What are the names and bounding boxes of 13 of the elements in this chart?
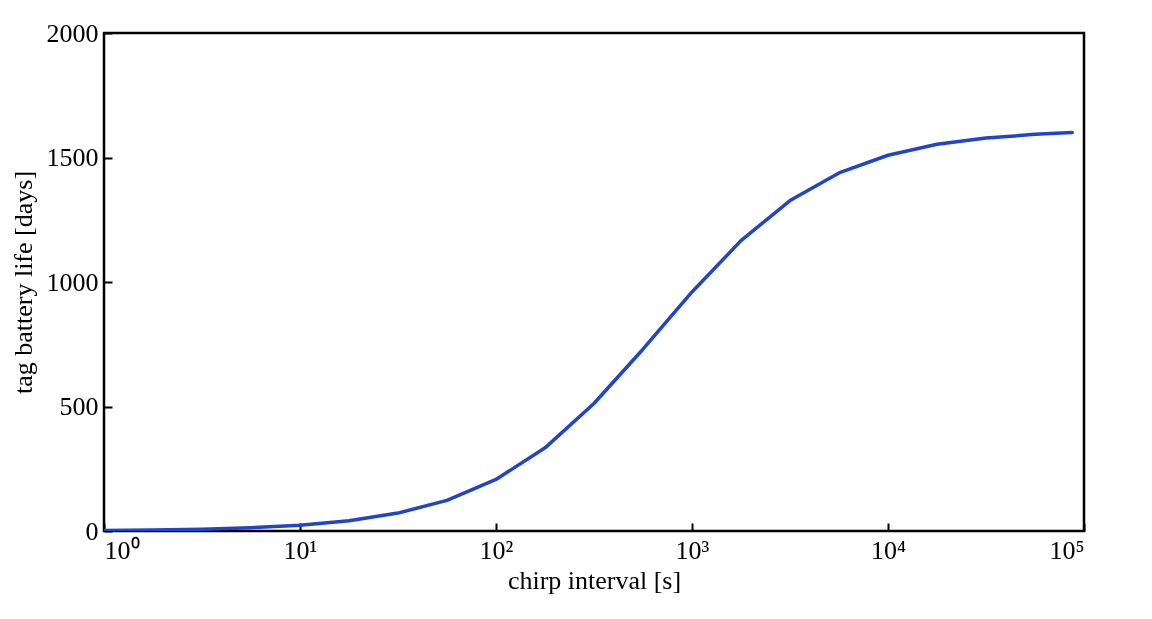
y-axis-title: tag battery life [days] — [8, 170, 38, 395]
y-tick-label: 1000 — [46, 267, 99, 297]
y-tick-label: 500 — [59, 392, 99, 421]
x-tick-label: 10⁴ — [870, 535, 907, 565]
x-axis-title: chirp interval [s] — [507, 565, 682, 595]
y-tick-label: 0 — [85, 516, 99, 546]
x-tick-label: 10⁰ — [104, 535, 140, 565]
y-tick-label: 1500 — [46, 143, 99, 172]
x-tick-label: 10² — [479, 535, 514, 565]
y-tick-label: 2000 — [46, 18, 99, 48]
x-tick-label: 10⁵ — [1049, 535, 1085, 565]
x-tick-label: 10¹ — [283, 535, 318, 565]
x-tick-label: 10³ — [675, 535, 710, 565]
